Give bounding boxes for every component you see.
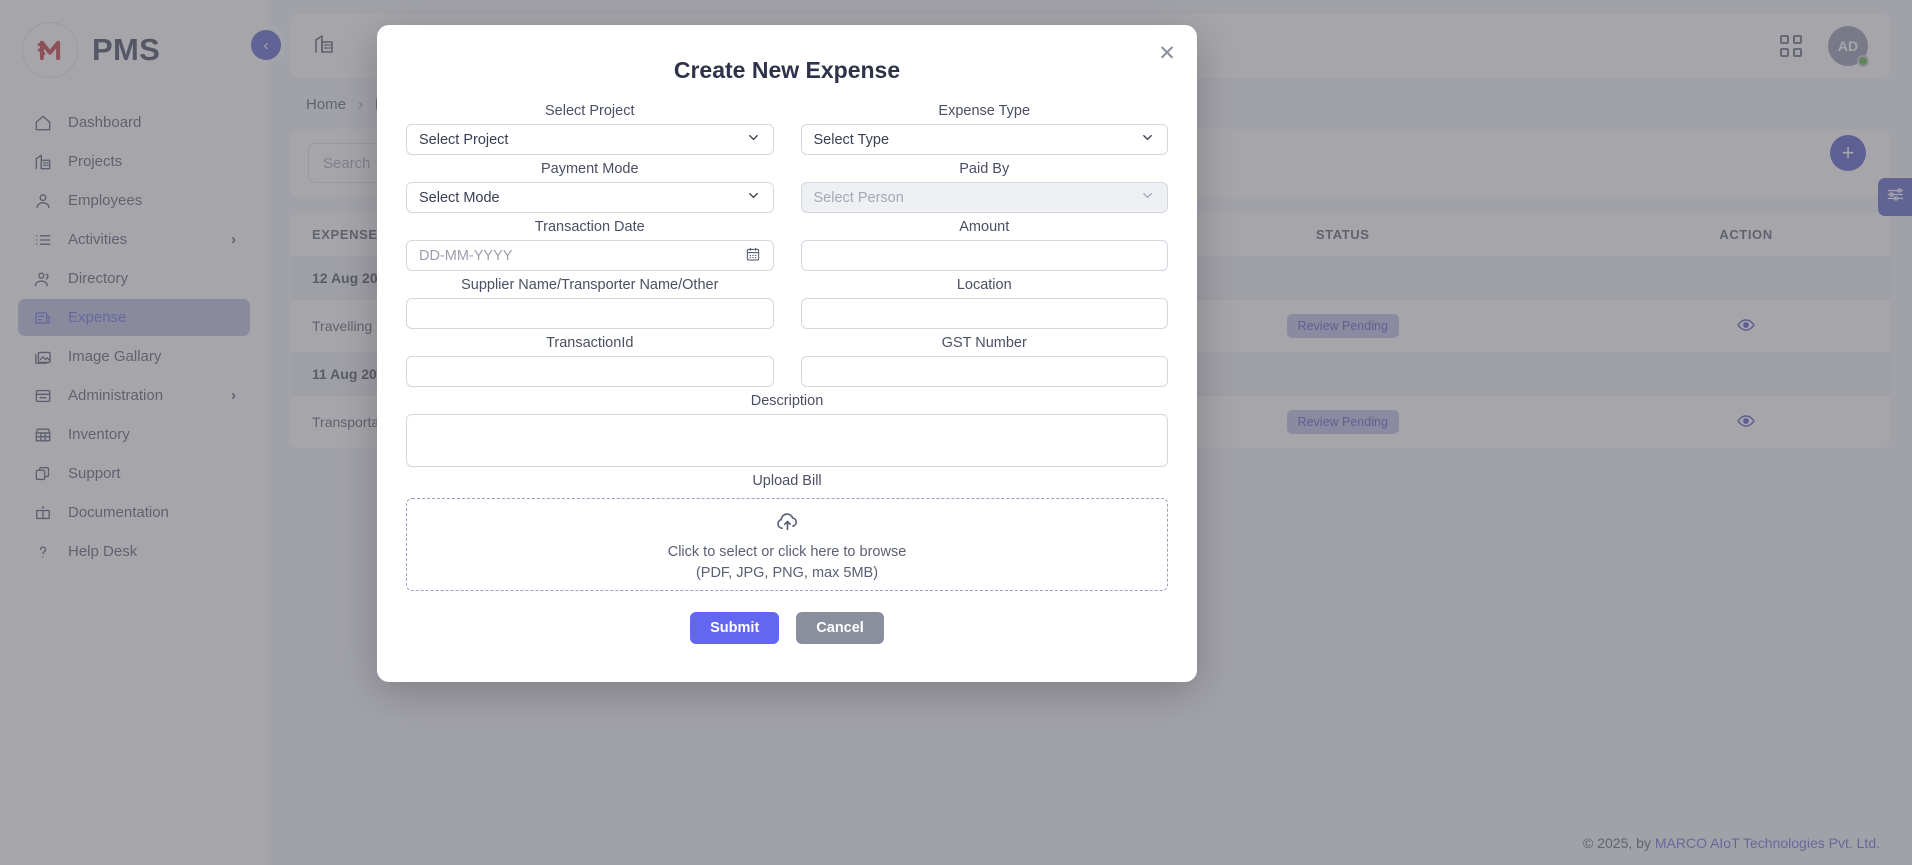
label-gst-number: GST Number bbox=[941, 335, 1027, 351]
supplier-name-input[interactable] bbox=[406, 298, 774, 329]
label-description: Description bbox=[750, 393, 824, 409]
label-upload-bill: Upload Bill bbox=[752, 473, 822, 489]
paid-by-value: Select Person bbox=[813, 189, 904, 206]
modal-actions: Submit Cancel bbox=[406, 612, 1168, 644]
chevron-down-icon bbox=[1140, 188, 1155, 207]
field-payment-mode: Payment Mode Select Mode bbox=[406, 155, 774, 213]
field-paid-by: Paid By Select Person bbox=[800, 155, 1168, 213]
field-transaction-id: TransactionId bbox=[406, 329, 774, 387]
field-location: Location bbox=[800, 271, 1168, 329]
chevron-down-icon bbox=[1140, 130, 1155, 149]
transaction-id-input[interactable] bbox=[406, 356, 774, 387]
label-transaction-date: Transaction Date bbox=[534, 219, 645, 235]
label-paid-by: Paid By bbox=[959, 161, 1010, 177]
field-supplier-name: Supplier Name/Transporter Name/Other bbox=[406, 271, 774, 329]
chevron-down-icon bbox=[746, 188, 761, 207]
label-supplier-name: Supplier Name/Transporter Name/Other bbox=[461, 277, 719, 293]
location-input[interactable] bbox=[800, 298, 1168, 329]
expense-form: Select Project Select Project Expense Ty… bbox=[406, 97, 1168, 591]
calendar-icon[interactable] bbox=[745, 246, 761, 266]
label-transaction-id: TransactionId bbox=[546, 335, 634, 351]
field-description: Description bbox=[406, 387, 1168, 467]
select-project-dropdown[interactable]: Select Project bbox=[406, 124, 774, 155]
create-expense-modal: ✕ Create New Expense Select Project Sele… bbox=[377, 25, 1197, 682]
upload-hint-secondary: (PDF, JPG, PNG, max 5MB) bbox=[695, 564, 879, 581]
select-project-value: Select Project bbox=[419, 131, 509, 148]
cloud-upload-icon bbox=[775, 509, 800, 539]
label-payment-mode: Payment Mode bbox=[540, 161, 639, 177]
upload-bill-dropzone[interactable]: Click to select or click here to browse … bbox=[406, 498, 1168, 591]
field-transaction-date: Transaction Date DD-MM-YYYY bbox=[406, 213, 774, 271]
chevron-down-icon bbox=[746, 130, 761, 149]
payment-mode-dropdown[interactable]: Select Mode bbox=[406, 182, 774, 213]
submit-button[interactable]: Submit bbox=[690, 612, 780, 644]
description-textarea[interactable] bbox=[406, 414, 1168, 467]
modal-title: Create New Expense bbox=[673, 57, 901, 83]
paid-by-dropdown[interactable]: Select Person bbox=[800, 182, 1168, 213]
field-amount: Amount bbox=[800, 213, 1168, 271]
expense-type-dropdown[interactable]: Select Type bbox=[800, 124, 1168, 155]
field-expense-type: Expense Type Select Type bbox=[800, 97, 1168, 155]
label-amount: Amount bbox=[959, 219, 1010, 235]
field-upload-bill: Upload Bill Click to select or click her… bbox=[406, 467, 1168, 591]
field-select-project: Select Project Select Project bbox=[406, 97, 774, 155]
payment-mode-value: Select Mode bbox=[419, 189, 500, 206]
label-expense-type: Expense Type bbox=[938, 103, 1031, 119]
field-gst-number: GST Number bbox=[800, 329, 1168, 387]
cancel-button[interactable]: Cancel bbox=[796, 612, 884, 644]
amount-input[interactable] bbox=[800, 240, 1168, 271]
label-select-project: Select Project bbox=[545, 103, 635, 119]
upload-hint-primary: Click to select or click here to browse bbox=[667, 543, 907, 560]
expense-type-value: Select Type bbox=[813, 131, 890, 148]
gst-number-input[interactable] bbox=[800, 356, 1168, 387]
close-icon[interactable]: ✕ bbox=[1151, 37, 1183, 69]
transaction-date-input[interactable]: DD-MM-YYYY bbox=[406, 240, 774, 271]
transaction-date-placeholder: DD-MM-YYYY bbox=[419, 247, 513, 264]
label-location: Location bbox=[956, 277, 1012, 293]
